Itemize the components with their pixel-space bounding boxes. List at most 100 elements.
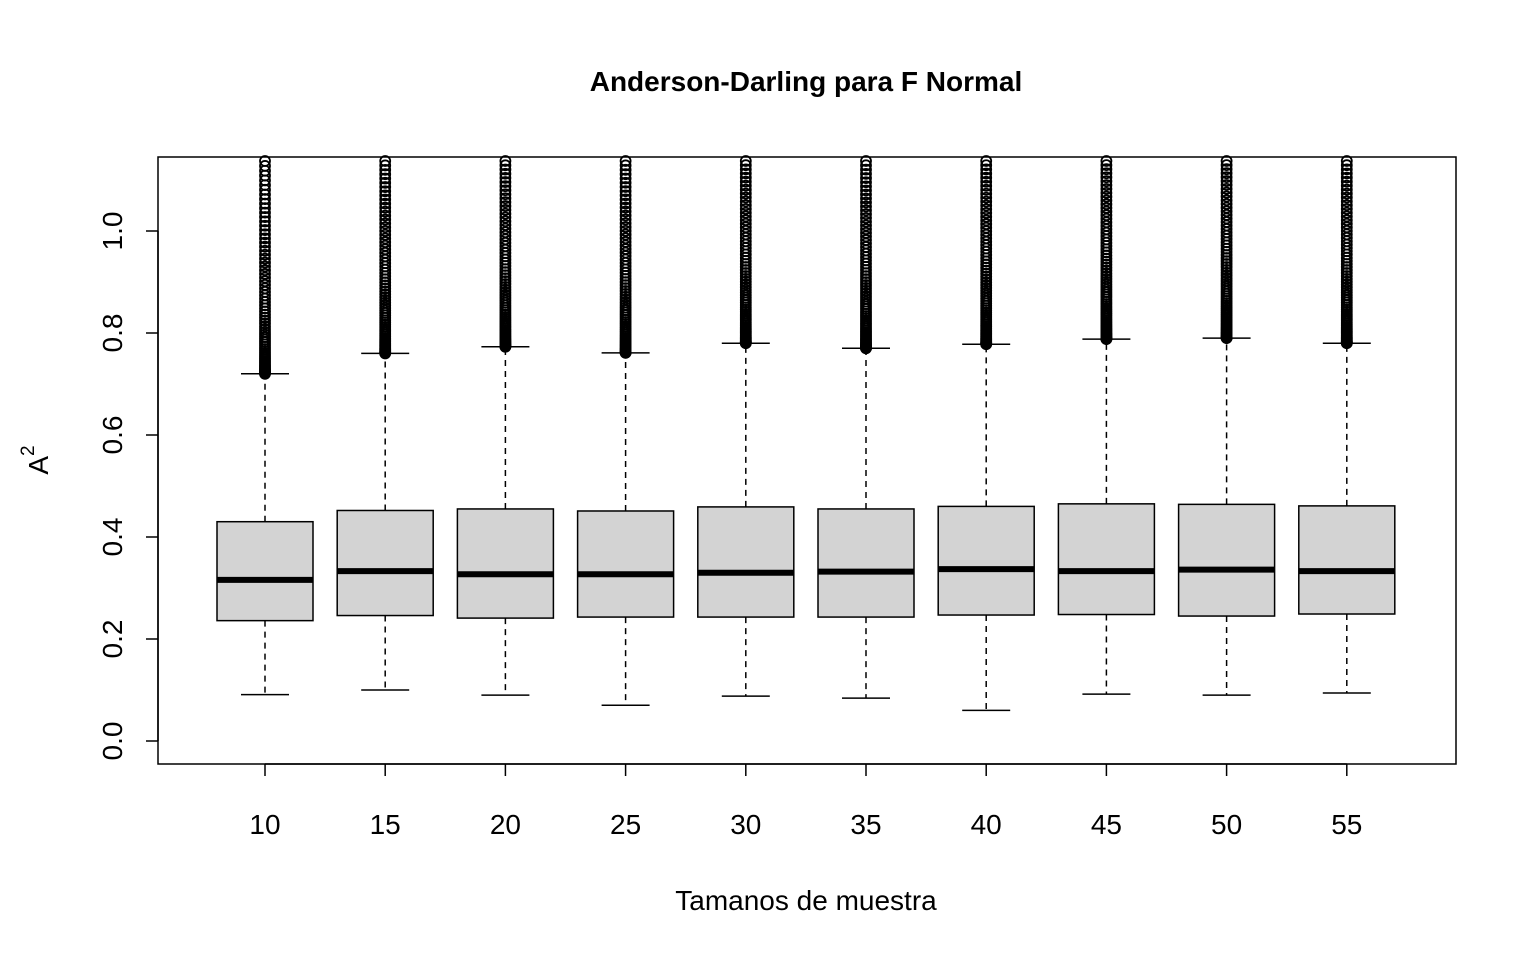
outlier-point (499, 219, 512, 231)
outlier-point (379, 185, 392, 198)
outlier-point (379, 221, 392, 234)
outlier-point (980, 171, 993, 184)
outlier-point (499, 172, 512, 184)
outlier-point (980, 155, 993, 167)
outliers (619, 155, 632, 359)
outlier-point (860, 212, 872, 224)
outlier-point (379, 209, 392, 222)
outlier-point (499, 207, 512, 220)
y-tick-label: 1.0 (97, 212, 128, 251)
outlier-point (739, 171, 752, 184)
x-axis-label: Tamanos de muestra (675, 885, 937, 916)
outlier-point (980, 179, 993, 192)
box (937, 505, 1035, 616)
outlier-point (259, 278, 271, 291)
box-group-10 (216, 155, 314, 696)
outlier-point (619, 172, 632, 185)
outlier-point (739, 191, 752, 204)
y-tick-label: 0.0 (97, 722, 128, 761)
outlier-point (1100, 167, 1113, 180)
outlier-point (860, 204, 872, 217)
outlier-point (259, 240, 271, 253)
outlier-point (259, 155, 271, 167)
outlier-point (379, 172, 392, 185)
outlier-point (739, 206, 752, 219)
outlier-point (1340, 155, 1353, 167)
boxes (216, 155, 1396, 712)
box-group-25 (576, 155, 675, 707)
outlier-point (1220, 182, 1233, 195)
outlier-point (1340, 191, 1353, 204)
outlier-point (739, 203, 752, 215)
outlier-point (499, 215, 512, 228)
outlier-point (499, 180, 512, 193)
box (216, 520, 314, 622)
outlier-point (499, 192, 512, 205)
outlier-point (499, 155, 512, 167)
outliers (739, 155, 752, 350)
outlier-point (860, 172, 872, 184)
outlier-point (379, 155, 392, 167)
outlier-point (619, 176, 632, 189)
outlier-point (379, 201, 392, 214)
outlier-point (259, 228, 271, 241)
outlier-point (1100, 205, 1113, 218)
outlier-point (259, 206, 271, 219)
outliers (1220, 155, 1233, 345)
outlier-point (619, 224, 632, 237)
outlier-point (379, 228, 392, 241)
outlier-point (1340, 163, 1353, 176)
outlier-point (1220, 208, 1233, 221)
outlier-point (259, 211, 271, 223)
outlier-point (619, 221, 632, 233)
outlier-point (860, 219, 872, 232)
outlier-point (980, 167, 993, 180)
outliers (980, 155, 993, 351)
box-group-55 (1298, 155, 1396, 694)
outlier-point (619, 213, 632, 226)
outlier-point (980, 187, 993, 200)
outlier-point (499, 222, 512, 235)
outlier-point (1220, 171, 1233, 184)
box (817, 508, 915, 618)
box (456, 508, 555, 619)
outlier-point (980, 210, 993, 223)
x-tick-label: 15 (370, 809, 401, 840)
outlier-point (1220, 179, 1233, 191)
outlier-point (1100, 171, 1113, 184)
outlier-point (860, 155, 872, 167)
outlier-point (1340, 214, 1353, 227)
outlier-point (1220, 194, 1233, 207)
outlier-point (1220, 167, 1233, 180)
outlier-point (619, 168, 632, 181)
outlier-point (499, 176, 512, 188)
outlier-point (860, 159, 872, 172)
x-tick-label: 40 (971, 809, 1002, 840)
outlier-point (1340, 179, 1353, 192)
outlier-point (860, 215, 872, 228)
outlier-point (619, 185, 632, 198)
outlier-point (499, 196, 512, 209)
x-tick-label: 50 (1211, 809, 1242, 840)
y-axis-label-base: A (23, 456, 54, 475)
outlier-point (980, 214, 993, 227)
outlier-point (259, 202, 271, 215)
outlier-point (1100, 183, 1113, 195)
outlier-point (619, 236, 632, 248)
outlier-point (739, 175, 752, 188)
outlier-point (259, 215, 271, 228)
outlier-point (1340, 171, 1353, 184)
outlier-point (619, 232, 632, 245)
outlier-point (1220, 186, 1233, 199)
x-axis: 10 15 20 25 30 35 40 45 50 55 (249, 763, 1362, 840)
outlier-point (980, 191, 993, 204)
outlier-point (619, 193, 632, 206)
y-axis-label-group: A2 (18, 445, 54, 474)
outlier-point (860, 208, 872, 221)
outlier-point (379, 181, 392, 193)
outlier-point (379, 239, 392, 252)
outlier-point (619, 189, 632, 202)
outlier-point (1340, 203, 1353, 215)
y-axis-label: A2 (18, 445, 54, 474)
outlier-point (379, 217, 392, 230)
